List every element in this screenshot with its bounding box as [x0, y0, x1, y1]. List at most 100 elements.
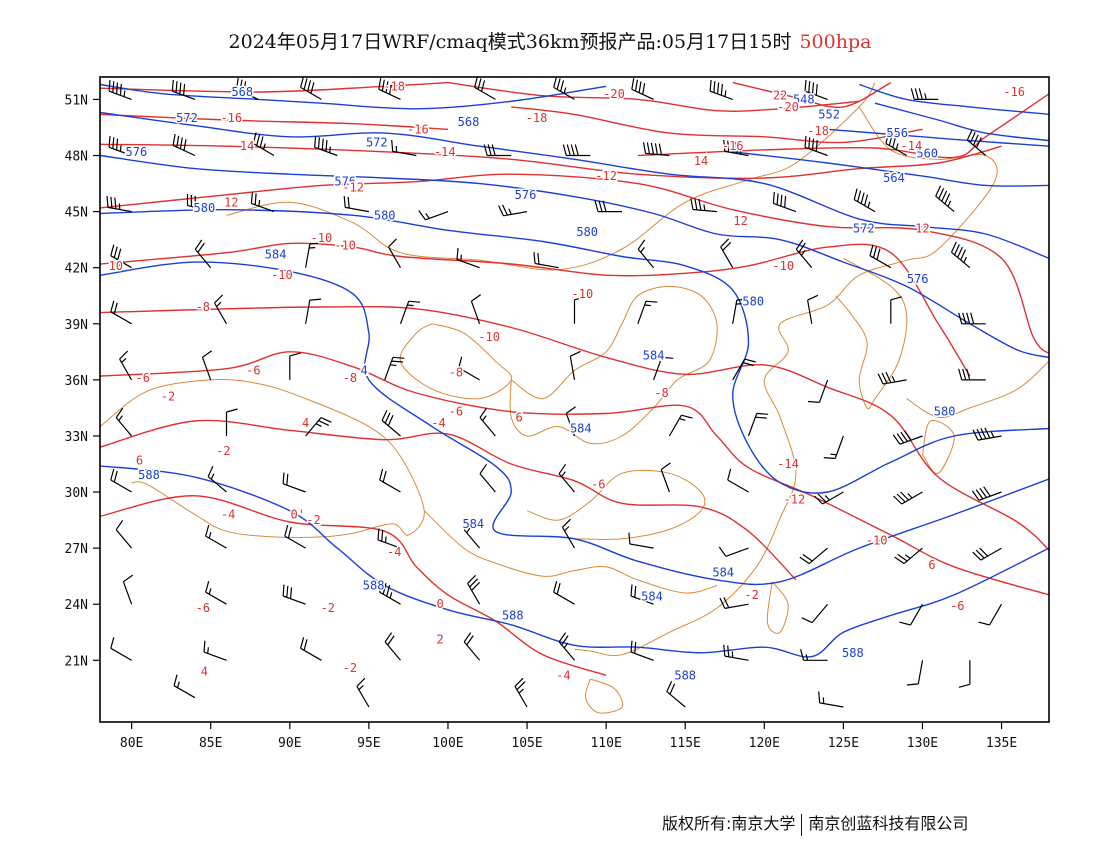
wind-barb: [807, 379, 829, 403]
wind-barb: [950, 241, 971, 269]
boundary-line: [574, 106, 998, 657]
temperature-contour: [100, 173, 1049, 355]
temperature-contour-label: 12: [733, 214, 747, 228]
wind-barb: [467, 574, 481, 605]
height-contour-label: 576: [515, 188, 537, 202]
wind-barb: [668, 414, 693, 437]
height-contour-label: 560: [916, 147, 938, 161]
temperature-contour-label: -10: [271, 268, 293, 282]
title-level: 500hpa: [799, 31, 872, 53]
temperature-contour: [100, 351, 1049, 596]
wind-barb: [203, 640, 227, 661]
temperature-contour-label: -8: [196, 300, 210, 314]
wind-barb: [498, 204, 528, 217]
temperature-contour-label: -16: [1003, 85, 1025, 99]
wind-barb: [732, 298, 749, 324]
temperature-contour-label: -2: [216, 444, 230, 458]
wind-barb: [723, 644, 749, 661]
wind-barb: [115, 407, 133, 437]
temperature-contour-label: -2: [343, 661, 357, 675]
wind-barb: [305, 242, 322, 268]
wind-barb: [106, 196, 132, 213]
temperature-contour-label: 4: [302, 416, 309, 430]
temperature-contour-label: -20: [777, 100, 799, 114]
wind-barb: [772, 191, 797, 213]
copyright-text: 版权所有:南京大学: [662, 814, 796, 833]
wind-barb: [561, 518, 576, 549]
lat-tick-label: 27N: [65, 542, 88, 557]
lat-tick-label: 36N: [65, 374, 88, 389]
height-contour-label: 4: [360, 364, 367, 378]
lon-tick-label: 120E: [749, 736, 780, 751]
wind-barb: [194, 239, 212, 269]
temperature-contour-label: -8: [343, 371, 357, 385]
boundary-line: [226, 82, 876, 271]
wind-barb: [110, 244, 132, 269]
wind-barb: [399, 300, 421, 325]
height-contour: [100, 154, 1049, 359]
wind-barb: [250, 191, 275, 213]
plot-background: [100, 77, 1049, 722]
footer-credits: 版权所有:南京大学 南京创蓝科技有限公司: [662, 810, 968, 836]
height-contour-label: 584: [570, 422, 592, 436]
lat-tick-label: 39N: [65, 318, 88, 333]
wind-barb: [470, 294, 482, 325]
wind-barb: [172, 133, 196, 157]
wind-barb: [284, 524, 306, 549]
wind-barb: [356, 677, 370, 708]
wind-barb: [630, 640, 654, 661]
wind-barb: [108, 135, 132, 157]
wind-barb: [108, 79, 132, 100]
wind-barb: [893, 491, 923, 505]
height-contour-label: 572: [853, 221, 875, 235]
wind-barb: [391, 139, 417, 157]
wind-barb: [958, 660, 971, 688]
temperature-contour-label: -20: [603, 87, 625, 101]
wind-barb: [456, 248, 480, 269]
temperature-contour-label: -10: [478, 330, 500, 344]
temperature-contour-label: -6: [135, 371, 149, 385]
boundary-line: [509, 285, 718, 445]
wind-barb: [966, 129, 987, 156]
temperature-contour-label: 2: [436, 633, 443, 647]
wind-barb: [804, 79, 828, 100]
temperature-contour-layer: [100, 81, 1049, 676]
height-contour-label: 568: [458, 115, 480, 129]
temperature-contour: [100, 113, 449, 130]
lat-tick-label: 33N: [65, 430, 88, 445]
temperature-contour-label: -12: [784, 493, 806, 507]
temperature-contour-label: -14: [434, 145, 456, 159]
lon-tick-label: 105E: [511, 736, 542, 751]
wind-barb: [807, 294, 819, 324]
temperature-contour: [100, 242, 971, 377]
wind-barb: [458, 356, 480, 381]
wind-barb: [384, 632, 401, 661]
temperature-contour-label: -14: [901, 139, 923, 153]
wind-barb: [573, 296, 586, 324]
axis-tick-layer: 80E 85E 90E 95E 100E 105E 110E 115E 120E 125E 130E…: [65, 93, 1018, 751]
height-contour-label: 580: [742, 294, 764, 308]
wind-barb: [558, 463, 575, 493]
wind-barb: [978, 603, 1003, 626]
footer-separator: [801, 813, 803, 836]
company-text: 南京创蓝科技有限公司: [808, 814, 969, 833]
wind-barb: [514, 677, 528, 708]
wind-barb: [213, 294, 228, 325]
lat-tick-label: 48N: [65, 150, 88, 165]
wind-barb: [732, 358, 756, 381]
temperature-contour-label: -8: [654, 386, 668, 400]
wind-barb: [387, 238, 402, 268]
wind-barb: [899, 603, 924, 626]
wind-barb: [958, 368, 986, 381]
height-contour: [100, 261, 1049, 586]
temperature-contour-label: 6: [928, 558, 935, 572]
wind-barb: [558, 632, 575, 661]
wind-barb: [110, 637, 132, 661]
wind-barb: [747, 412, 769, 437]
wind-barb: [723, 139, 749, 157]
height-contour-label: 584: [643, 349, 665, 363]
wind-barb: [553, 581, 575, 605]
wind-barb: [110, 300, 132, 325]
wind-barb: [300, 77, 322, 100]
height-contour-label: 580: [576, 225, 598, 239]
